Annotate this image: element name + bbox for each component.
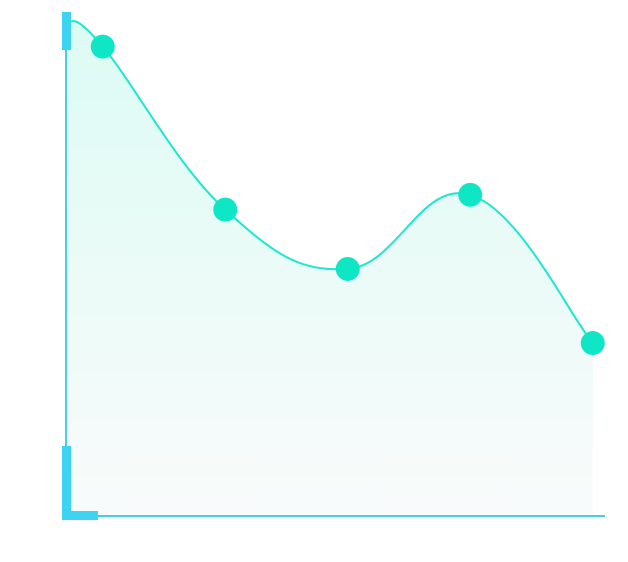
data-point-4 xyxy=(458,182,483,207)
data-point-5 xyxy=(580,331,605,356)
axes xyxy=(62,12,605,520)
corner-accent-vertical xyxy=(62,446,71,520)
data-point-3 xyxy=(335,256,360,281)
corner-accent-horizontal xyxy=(62,511,98,520)
data-point-1 xyxy=(90,34,115,59)
data-point-2 xyxy=(213,197,238,222)
area-layer xyxy=(66,20,593,517)
markers-layer xyxy=(90,34,605,356)
area-fill xyxy=(66,20,593,517)
y-axis-top-accent xyxy=(62,12,71,50)
